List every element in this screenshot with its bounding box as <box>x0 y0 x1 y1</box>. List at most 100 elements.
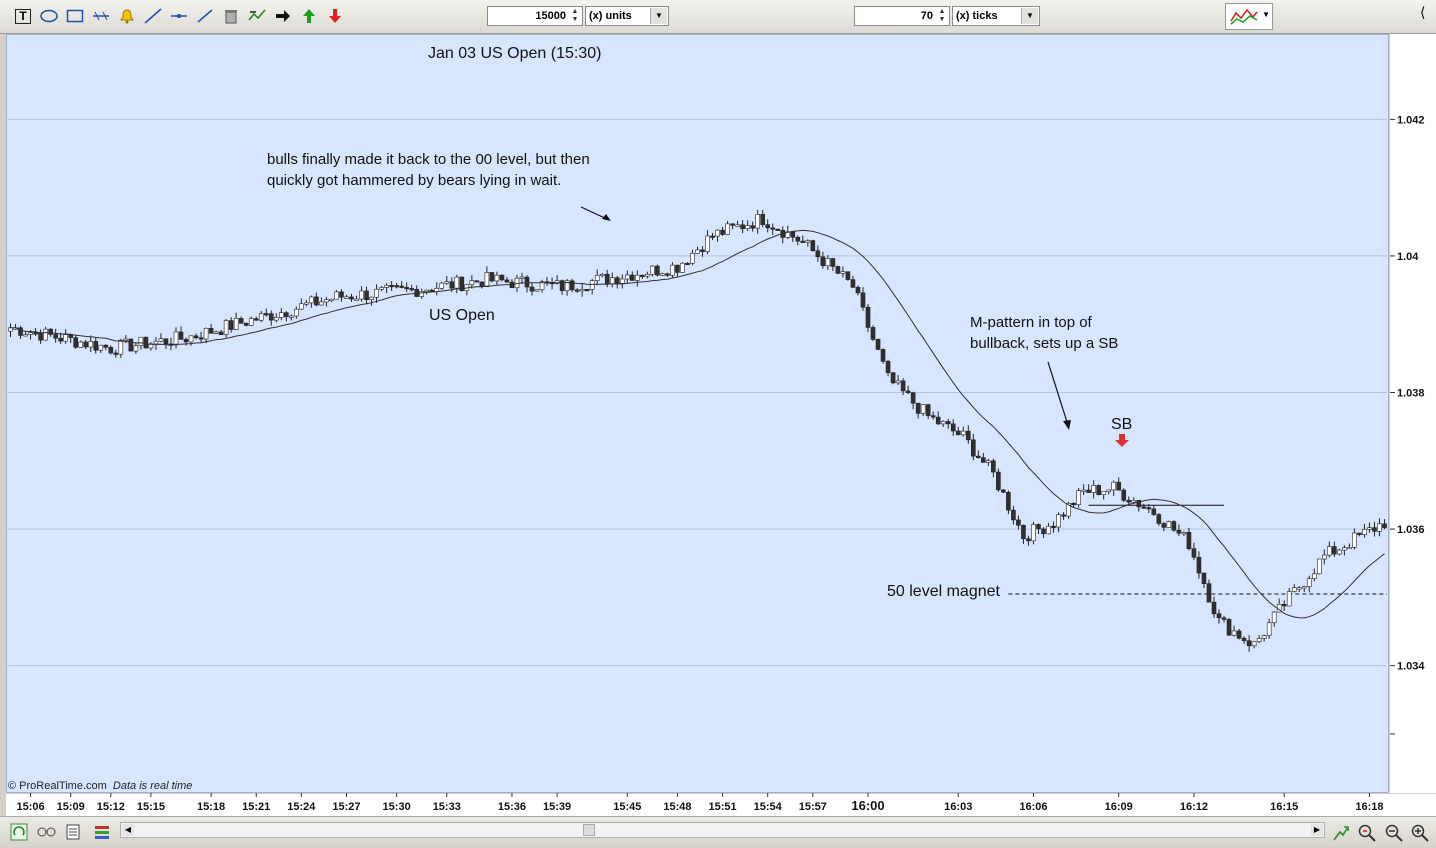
candle-body <box>1031 524 1036 542</box>
ticks-select[interactable]: (x) ticks ▼ <box>952 6 1040 26</box>
candle-body <box>905 390 911 393</box>
candle-body <box>278 312 284 318</box>
candle-body <box>1241 637 1247 641</box>
arrow-up-green-icon[interactable] <box>299 6 319 26</box>
candle-body <box>324 299 329 303</box>
candle-body <box>1206 583 1212 603</box>
arrow-down-red-icon[interactable] <box>325 6 345 26</box>
zoom-fit-icon[interactable] <box>1357 823 1377 843</box>
candle-body <box>33 332 38 335</box>
alert-bell-icon[interactable] <box>117 6 137 26</box>
time-tick-label: 15:27 <box>332 801 360 813</box>
indicators-icon[interactable] <box>36 823 56 843</box>
chevron-down-icon[interactable]: ▼ <box>650 8 667 24</box>
mpattern-annotation-line2: bullback, sets up a SB <box>970 335 1119 352</box>
candle-body <box>604 273 610 285</box>
time-tick-label: 15:36 <box>498 801 526 813</box>
candle-body <box>1266 622 1272 636</box>
time-tick-label: 15:30 <box>383 801 411 813</box>
auto-scale-icon[interactable] <box>1331 823 1351 843</box>
arrow-right-icon[interactable] <box>273 6 293 26</box>
chevron-down-icon[interactable]: ▼ <box>1262 10 1270 19</box>
trash-icon[interactable] <box>221 6 241 26</box>
candle-body <box>1301 586 1307 589</box>
candle-body <box>88 341 94 348</box>
candle-body <box>1066 502 1071 517</box>
candle-body <box>790 231 796 238</box>
candle-body <box>444 281 450 284</box>
candle-body <box>289 315 294 318</box>
candle-body <box>309 296 314 304</box>
time-tick-labels: 15:06 15:09 15:12 15:15 15:18 15:21 15:24 15:27… <box>16 793 1384 813</box>
candle-body <box>1377 523 1382 532</box>
horizontal-scrollbar[interactable]: ◀ ▶ <box>120 822 1325 838</box>
candle-body <box>730 223 735 226</box>
trend-line-icon[interactable] <box>143 6 163 26</box>
candle-body <box>715 229 720 237</box>
units-select[interactable]: (x) units ▼ <box>585 6 669 26</box>
candle-body <box>1256 638 1262 642</box>
ellipse-tool-icon[interactable] <box>39 6 59 26</box>
time-tick-label: 16:18 <box>1355 801 1383 813</box>
candle-body <box>1146 507 1152 510</box>
candle-body <box>1061 514 1066 517</box>
candle-body <box>1161 523 1167 528</box>
candle-body <box>138 336 144 346</box>
candle-body <box>449 281 455 289</box>
candle-body <box>1186 532 1192 549</box>
indicator-icon[interactable] <box>247 6 267 26</box>
candle-body <box>1271 611 1277 624</box>
candle-body <box>665 273 670 276</box>
price-axis <box>1390 34 1436 793</box>
time-tick-label: 15:57 <box>799 801 827 813</box>
list-icon[interactable] <box>63 823 83 843</box>
candle-body <box>439 282 445 289</box>
text-tool-icon[interactable]: T <box>13 6 33 26</box>
candle-body <box>685 262 690 266</box>
scroll-right-icon[interactable]: ▶ <box>1311 824 1323 836</box>
chart-style-select[interactable]: ▼ <box>1225 3 1273 30</box>
grid-settings-icon[interactable] <box>92 823 112 843</box>
refresh-icon[interactable] <box>9 823 29 843</box>
zoom-in-icon[interactable] <box>1410 823 1430 843</box>
candle-body <box>1136 499 1142 508</box>
zoom-out-icon[interactable] <box>1384 823 1404 843</box>
candle-body <box>339 291 344 298</box>
ticks-stepper[interactable]: 70 ▲ ▼ <box>854 6 950 26</box>
stepper-arrows-icon[interactable]: ▲ ▼ <box>938 8 946 23</box>
candle-body <box>304 302 309 305</box>
candle-body <box>198 337 204 340</box>
candle-body <box>1171 521 1177 531</box>
candle-body <box>118 339 124 355</box>
candle-body <box>474 280 480 283</box>
candle-body <box>1101 491 1106 495</box>
scroll-left-icon[interactable]: ◀ <box>122 824 134 836</box>
candle-body <box>1291 587 1297 592</box>
candle-body <box>1382 523 1387 529</box>
fibonacci-tool-icon[interactable] <box>91 6 111 26</box>
candle-body <box>1036 524 1041 530</box>
units-stepper[interactable]: 15000 ▲ ▼ <box>487 6 583 26</box>
candle-body <box>925 404 931 416</box>
candle-body <box>158 338 164 342</box>
rectangle-tool-icon[interactable] <box>65 6 85 26</box>
scroll-thumb[interactable] <box>583 824 595 836</box>
chevron-down-icon[interactable]: ▼ <box>1021 8 1038 24</box>
candle-body <box>655 265 660 276</box>
candle-body <box>208 328 214 334</box>
candle-body <box>1316 558 1322 575</box>
candle-body <box>619 278 625 284</box>
stepper-arrows-icon[interactable]: ▲ ▼ <box>571 8 579 23</box>
time-tick-label: 15:33 <box>433 801 461 813</box>
ray-line-icon[interactable] <box>195 6 215 26</box>
horizontal-line-icon[interactable] <box>169 6 189 26</box>
price-chart-area[interactable] <box>6 34 1389 793</box>
candle-body <box>128 338 134 352</box>
panel-toggle-icon[interactable]: ⟨ <box>1420 4 1426 20</box>
candle-body <box>284 312 289 318</box>
candle-body <box>745 225 750 229</box>
bulls-annotation-line1: bulls finally made it back to the 00 lev… <box>267 151 590 168</box>
candle-body <box>314 296 319 306</box>
candle-body <box>755 214 760 229</box>
